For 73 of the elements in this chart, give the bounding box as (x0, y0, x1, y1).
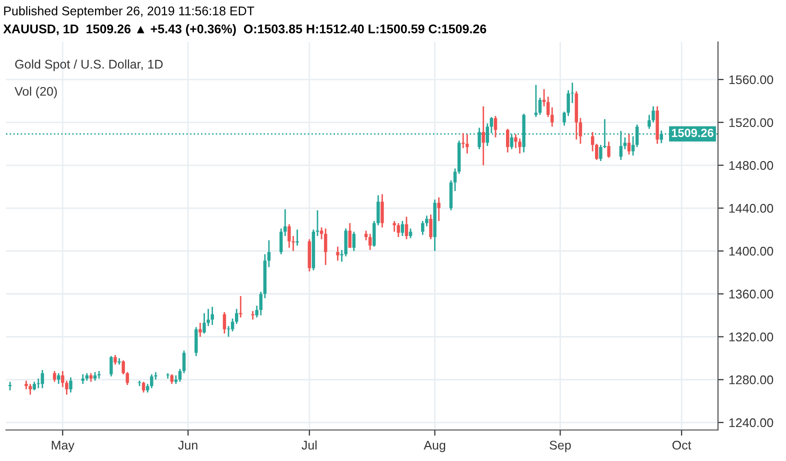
candlestick (40, 369, 44, 389)
candlestick (494, 115, 498, 138)
candlestick (324, 228, 328, 266)
candlestick (178, 368, 182, 382)
y-tick-label: 1280.00 (729, 375, 774, 384)
candlestick (210, 306, 214, 326)
candlestick (182, 350, 186, 374)
candlestick (490, 116, 494, 134)
annotation: Vol (20) (14, 86, 57, 98)
candlestick (408, 228, 412, 239)
x-tick-label: Jun (178, 440, 198, 450)
candlestick (110, 355, 113, 378)
candlestick (166, 372, 170, 380)
candlestick (627, 133, 631, 156)
y-tick-label: 1440.00 (729, 204, 774, 213)
candlestick (81, 374, 84, 385)
y-tick-label: 1360.00 (729, 290, 774, 299)
candlestick (279, 228, 283, 255)
candlestick (518, 138, 522, 154)
ref-line-label: 1509.26 (672, 128, 714, 138)
y-tick-label: 1320.00 (729, 332, 774, 342)
candlestick (506, 128, 510, 154)
candlestick (320, 226, 324, 240)
candlestick (118, 357, 121, 366)
x-tick-label: Sep (550, 440, 571, 452)
y-tick-label: 1520.00 (729, 118, 774, 128)
candlestick (114, 354, 117, 366)
candlestick (150, 374, 154, 389)
y-tick-label: 1400.00 (729, 246, 774, 256)
candlestick (404, 216, 408, 240)
candlestick (170, 374, 174, 385)
candlestick (380, 194, 384, 228)
candlestick (234, 308, 238, 325)
candlestick (28, 383, 32, 396)
x-tick-label: May (52, 440, 74, 452)
candlestick (437, 196, 440, 222)
candlestick (482, 106, 485, 166)
x-tick-label: Aug (424, 440, 446, 452)
y-tick-label: 1480.00 (729, 161, 774, 170)
candlestick (396, 222, 400, 238)
candlestick (336, 246, 340, 262)
x-tick-label: Jul (302, 440, 317, 450)
candlestick (202, 312, 206, 334)
candlestick (198, 322, 202, 338)
candlestick (578, 117, 582, 145)
y-tick-label: 1560.00 (729, 75, 774, 84)
candlestick (348, 222, 352, 248)
candlestick (352, 231, 356, 252)
candlestick (368, 233, 372, 251)
candlestick (631, 136, 635, 156)
candlestick (267, 240, 271, 268)
candlestick (466, 133, 469, 154)
candlestick (538, 97, 542, 116)
candlestick (69, 376, 72, 394)
candlestick (344, 228, 348, 258)
text: Gold Spot / U.S. Dollar, 1D (15, 59, 163, 72)
candlestick (230, 318, 234, 332)
candlestick (52, 370, 56, 382)
candlestick (453, 168, 457, 192)
text: Published September 26, 2019 11:56:18 EDT (4, 6, 254, 18)
candlestick (222, 311, 226, 334)
candlestick (288, 224, 291, 248)
x-tick-label: Oct (672, 440, 692, 450)
candlestick (296, 228, 299, 246)
candlestick (400, 220, 404, 237)
candlestick (534, 84, 538, 118)
y-tick-label: 1240.00 (729, 418, 774, 428)
candlestick (239, 295, 242, 318)
candlestick (429, 214, 432, 240)
text: XAUUSD, 1D 1509.26 ▲ +5.43 (+0.36%) O:1503.85 H:1512.40 L:1500.59 C:1509.26 (3, 24, 486, 36)
candlestick (194, 326, 198, 357)
candlestick (607, 140, 610, 158)
candlestick (142, 381, 146, 394)
